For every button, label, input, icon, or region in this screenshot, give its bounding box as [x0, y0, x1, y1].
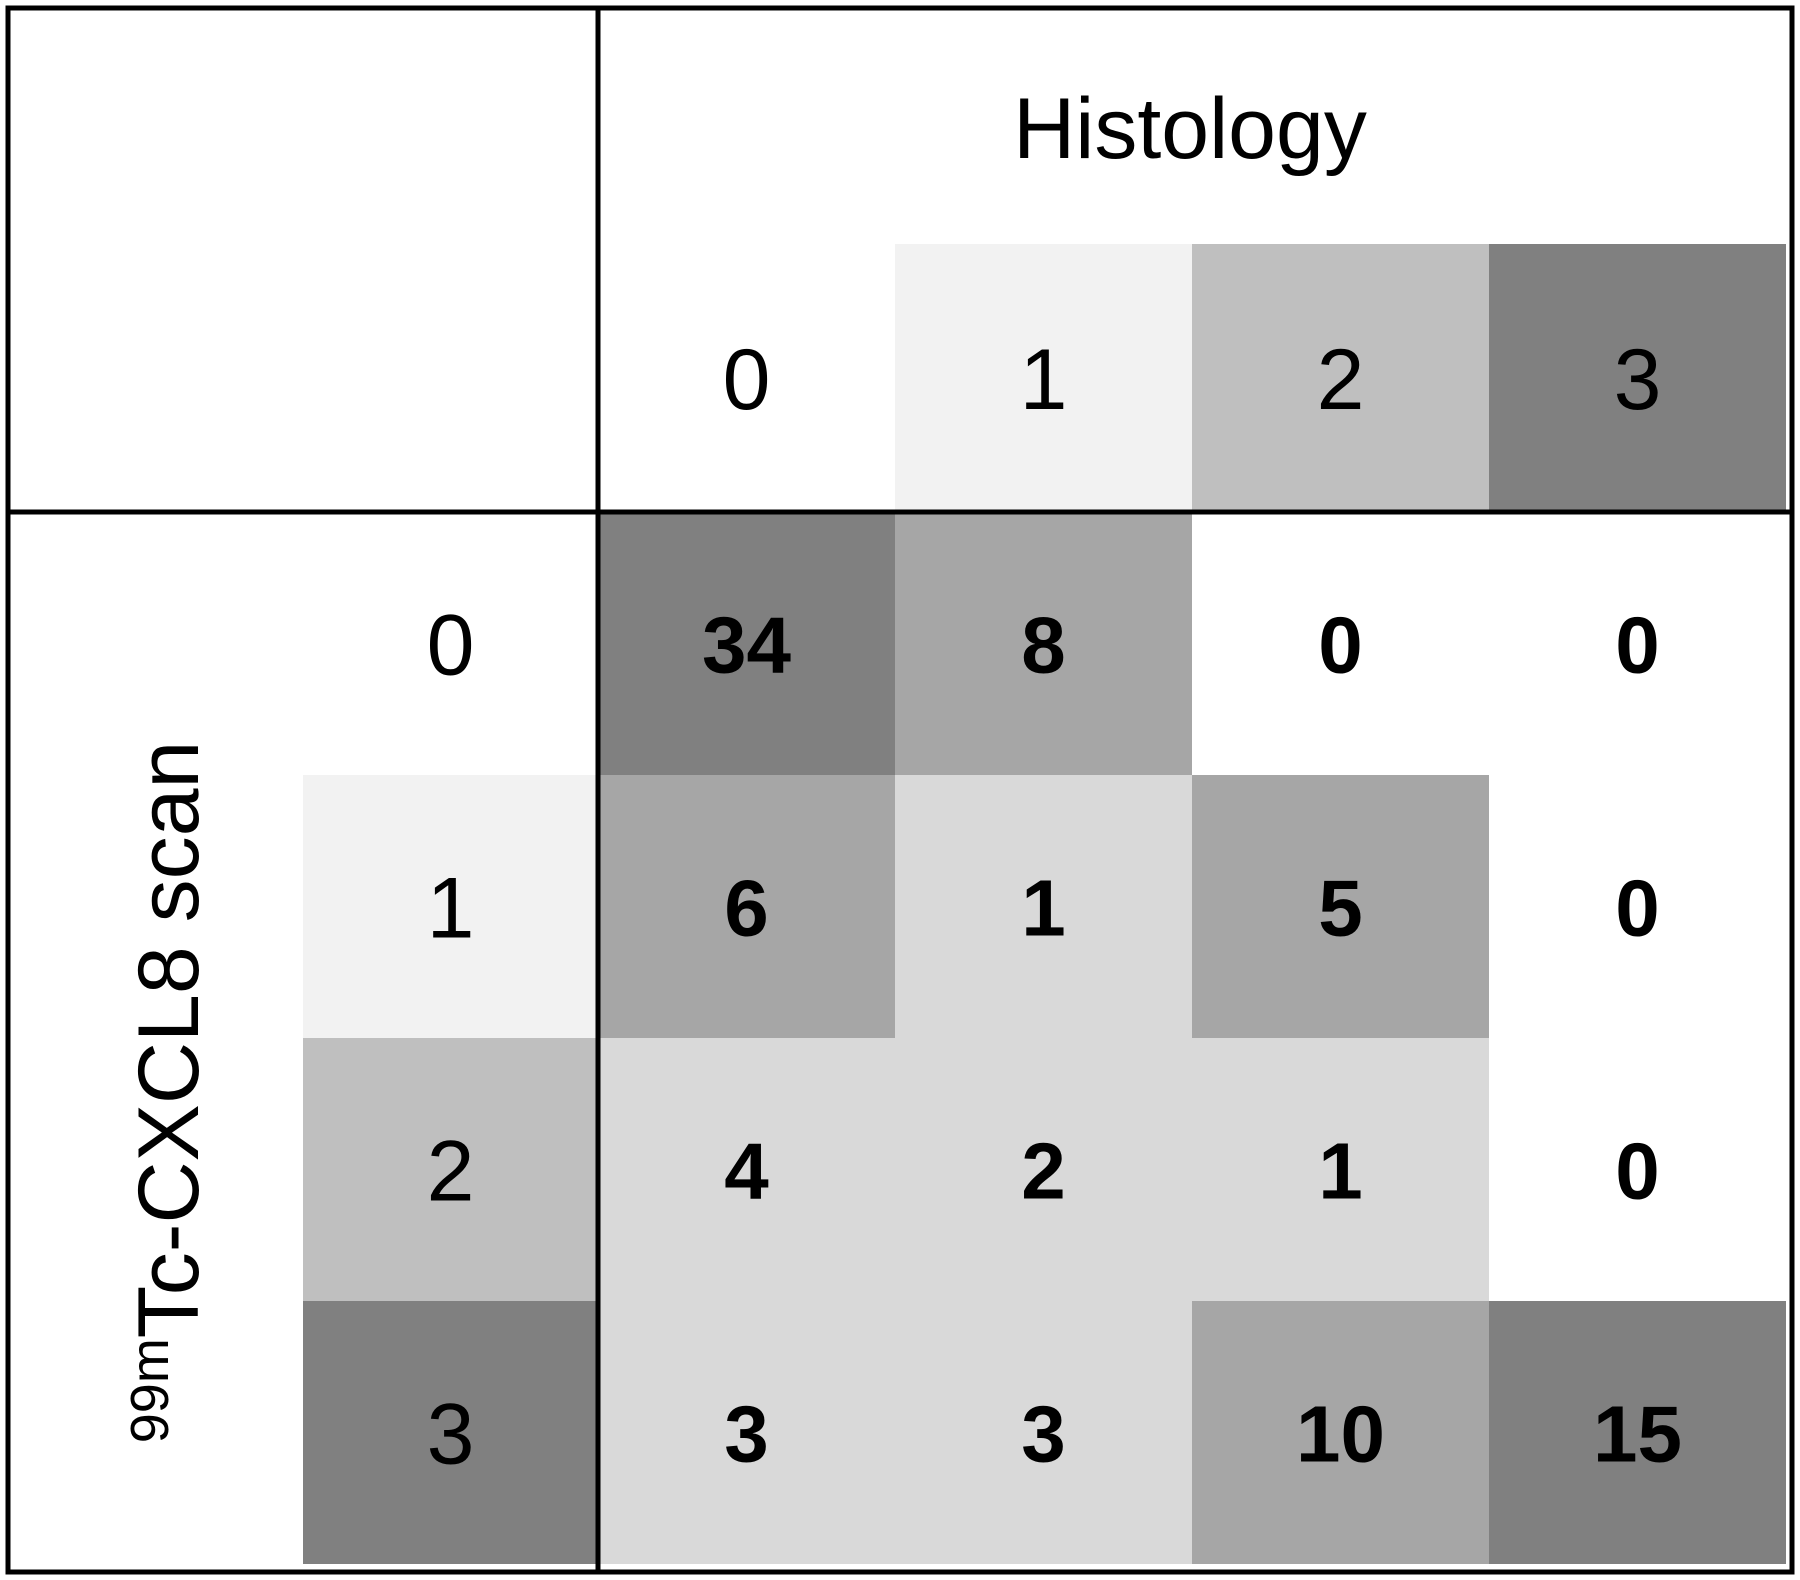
y-axis-title: 99mTc-CXCL8 scan [120, 741, 217, 1443]
cell-r3-c0 [598, 1301, 895, 1564]
cell-r3-c2 [1192, 1301, 1489, 1564]
cell-value-r3-c2: 10 [1296, 1390, 1385, 1479]
outer-border [5, 5, 1795, 1575]
cell-r3-c3 [1489, 1301, 1786, 1564]
row-header-cell-3 [303, 1301, 598, 1564]
cell-value-r1-c2: 5 [1318, 864, 1363, 953]
cell-r0-c3 [1489, 512, 1786, 775]
x-tick-label-0: 0 [723, 332, 771, 428]
y-axis-title-text: Tc-CXCL8 scan [121, 741, 217, 1338]
cell-value-r0-c1: 8 [1021, 601, 1066, 690]
cell-r2-c0 [598, 1038, 895, 1301]
cell-value-r0-c3: 0 [1615, 601, 1660, 690]
cell-r0-c0 [598, 512, 895, 775]
cell-value-r2-c2: 1 [1318, 1127, 1363, 1216]
row-header-cell-2 [303, 1038, 598, 1301]
cell-r2-c3 [1489, 1038, 1786, 1301]
y-tick-label-3: 3 [427, 1387, 475, 1483]
cell-r2-c1 [895, 1038, 1192, 1301]
x-tick-label-3: 3 [1614, 332, 1662, 428]
cell-r1-c3 [1489, 775, 1786, 1038]
cell-r3-c1 [895, 1301, 1192, 1564]
cell-value-r0-c2: 0 [1318, 601, 1363, 690]
column-header-cell-0 [598, 244, 895, 512]
x-tick-label-1: 1 [1020, 332, 1068, 428]
column-header-cell-2 [1192, 244, 1489, 512]
x-axis-title: Histology [1013, 81, 1367, 177]
cell-r0-c1 [895, 512, 1192, 775]
cell-r1-c1 [895, 775, 1192, 1038]
column-header-cell-1 [895, 244, 1192, 512]
y-tick-label-0: 0 [427, 598, 475, 694]
cell-value-r1-c0: 6 [724, 864, 769, 953]
cell-value-r2-c0: 4 [724, 1127, 769, 1216]
y-tick-label-1: 1 [427, 861, 475, 957]
y-tick-label-2: 2 [427, 1124, 475, 1220]
cell-value-r3-c3: 15 [1593, 1390, 1682, 1479]
cell-value-r2-c3: 0 [1615, 1127, 1660, 1216]
column-header-cell-3 [1489, 244, 1786, 512]
cell-r1-c0 [598, 775, 895, 1038]
y-axis-title-superscript: 99m [120, 1338, 180, 1443]
cell-layer [303, 244, 1786, 1564]
cell-value-r3-c1: 3 [1021, 1390, 1066, 1479]
row-header-cell-0 [303, 512, 598, 775]
cell-value-r1-c1: 1 [1021, 864, 1066, 953]
cell-r2-c2 [1192, 1038, 1489, 1301]
border-layer [5, 5, 1795, 1575]
cell-value-r2-c1: 2 [1021, 1127, 1066, 1216]
cell-value-r3-c0: 3 [724, 1390, 769, 1479]
cell-r0-c2 [1192, 512, 1489, 775]
cell-r1-c2 [1192, 775, 1489, 1038]
cell-value-r1-c3: 0 [1615, 864, 1660, 953]
cell-value-r0-c0: 34 [702, 601, 791, 690]
x-tick-label-2: 2 [1317, 332, 1365, 428]
row-header-cell-1 [303, 775, 598, 1038]
